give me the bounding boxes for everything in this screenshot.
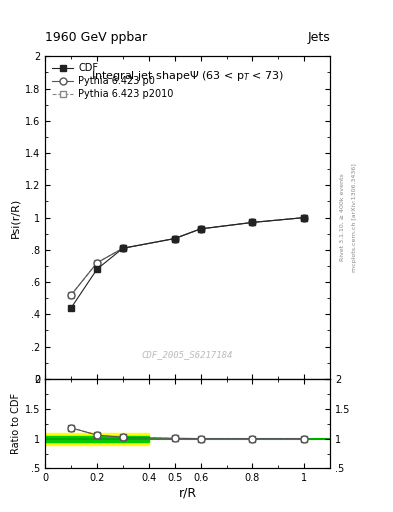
Text: mcplots.cern.ch [arXiv:1306.3436]: mcplots.cern.ch [arXiv:1306.3436] <box>352 163 357 272</box>
Line: CDF: CDF <box>68 214 308 311</box>
CDF <box>250 219 255 225</box>
Pythia 6.423 p0 <box>121 245 125 251</box>
Pythia 6.423 p0 <box>302 215 307 221</box>
Legend: CDF, Pythia 6.423 p0, Pythia 6.423 p2010: CDF, Pythia 6.423 p0, Pythia 6.423 p2010 <box>50 61 176 101</box>
Pythia 6.423 p2010 <box>302 215 307 221</box>
Pythia 6.423 p0 <box>198 226 203 232</box>
Pythia 6.423 p2010 <box>173 236 177 242</box>
Y-axis label: Ratio to CDF: Ratio to CDF <box>11 393 21 454</box>
Pythia 6.423 p0 <box>95 260 99 266</box>
Line: Pythia 6.423 p2010: Pythia 6.423 p2010 <box>68 215 307 298</box>
Pythia 6.423 p2010 <box>95 260 99 266</box>
CDF <box>95 266 99 272</box>
Bar <box>45 436 149 441</box>
Pythia 6.423 p2010 <box>198 226 203 232</box>
Line: Pythia 6.423 p0: Pythia 6.423 p0 <box>68 214 308 298</box>
CDF <box>198 226 203 232</box>
Text: Jets: Jets <box>307 31 330 44</box>
CDF <box>69 305 73 311</box>
Pythia 6.423 p2010 <box>121 245 125 251</box>
Pythia 6.423 p0 <box>173 236 177 242</box>
Y-axis label: Psi(r/R): Psi(r/R) <box>11 198 21 238</box>
Pythia 6.423 p0 <box>250 219 255 225</box>
Pythia 6.423 p2010 <box>250 219 255 225</box>
Pythia 6.423 p2010 <box>69 292 73 298</box>
Pythia 6.423 p0 <box>69 292 73 298</box>
Text: Integral jet shape$\Psi$ (63 < p$_{T}$ < 73): Integral jet shape$\Psi$ (63 < p$_{T}$ <… <box>91 69 285 83</box>
X-axis label: r/R: r/R <box>178 486 197 499</box>
CDF <box>302 215 307 221</box>
Bar <box>45 433 149 444</box>
Text: 1960 GeV ppbar: 1960 GeV ppbar <box>45 31 147 44</box>
Text: Rivet 3.1.10, ≥ 400k events: Rivet 3.1.10, ≥ 400k events <box>340 174 345 262</box>
CDF <box>173 236 177 242</box>
CDF <box>121 245 125 251</box>
Text: CDF_2005_S6217184: CDF_2005_S6217184 <box>142 351 233 359</box>
